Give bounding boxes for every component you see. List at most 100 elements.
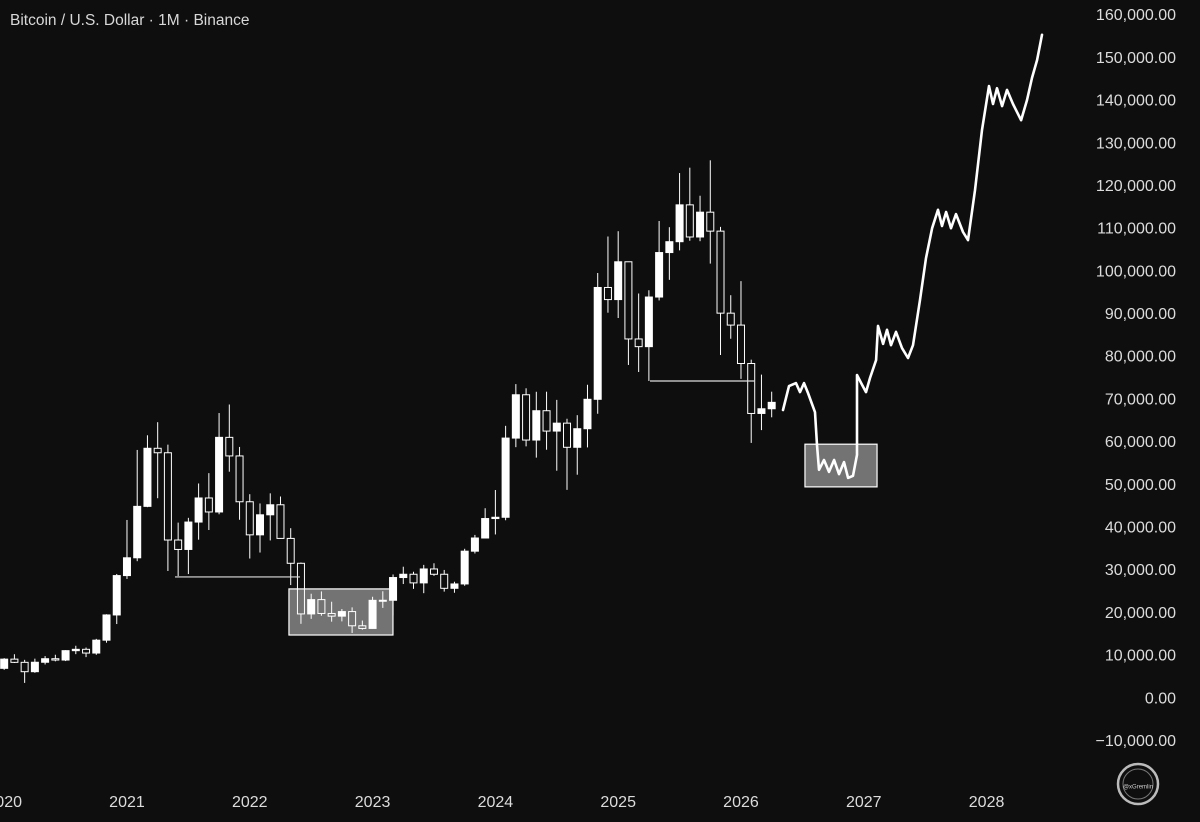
x-tick-label: 2021 — [109, 794, 145, 811]
candle-body — [348, 611, 357, 627]
x-tick-label: 2022 — [232, 794, 268, 811]
candle-body — [563, 422, 572, 448]
candle-body — [20, 661, 29, 673]
candle-body — [450, 583, 459, 589]
candle-body — [92, 639, 101, 654]
candle-body — [163, 452, 172, 541]
candle-body — [573, 428, 582, 448]
candle-body — [82, 648, 91, 654]
candle-body — [522, 394, 531, 441]
candle-body — [30, 661, 39, 673]
y-tick-label: 40,000.00 — [1105, 520, 1176, 537]
candle-body — [552, 422, 561, 432]
candle-body — [61, 650, 70, 661]
candle-body — [429, 568, 438, 575]
y-tick-label: 80,000.00 — [1105, 349, 1176, 366]
candle-body — [256, 514, 265, 536]
candle-body — [624, 261, 633, 340]
candle-body — [0, 658, 9, 669]
candle-body — [102, 614, 111, 641]
candle-body — [634, 338, 643, 348]
candle-body — [215, 436, 224, 513]
candle-body — [122, 557, 131, 577]
y-tick-label: −10,000.00 — [1095, 733, 1176, 750]
candle-body — [307, 599, 316, 615]
candle-body — [174, 539, 183, 550]
candle-body — [112, 575, 121, 616]
candle-body — [133, 505, 142, 559]
y-tick-label: 140,000.00 — [1096, 93, 1176, 110]
y-tick-label: 0.00 — [1145, 690, 1176, 707]
candle-body — [696, 211, 705, 238]
candle-body — [491, 516, 500, 520]
candle-body — [245, 501, 254, 536]
candle-body — [440, 573, 449, 589]
candle-body — [399, 573, 408, 579]
candle-body — [225, 436, 234, 457]
y-tick-label: 60,000.00 — [1105, 434, 1176, 451]
candle-body — [470, 537, 479, 552]
candle-body — [583, 398, 592, 430]
candle-body — [726, 312, 735, 326]
y-tick-label: 120,000.00 — [1096, 178, 1176, 195]
candle-body — [337, 611, 346, 617]
y-tick-label: 160,000.00 — [1096, 7, 1176, 24]
y-tick-label: 100,000.00 — [1096, 263, 1176, 280]
candle-body — [614, 261, 623, 301]
candle-body — [153, 447, 162, 454]
candle-body — [419, 568, 428, 584]
logo-ring — [1116, 762, 1160, 806]
zone-box — [288, 588, 394, 636]
y-tick-label: 10,000.00 — [1105, 648, 1176, 665]
candle-body — [655, 252, 664, 298]
candle-body — [675, 204, 684, 243]
candle-body — [71, 648, 80, 652]
x-tick-label: 2026 — [723, 794, 759, 811]
candle-body — [409, 573, 418, 584]
x-tick-label: 2024 — [478, 794, 514, 811]
candle-body — [685, 204, 694, 238]
y-tick-label: 50,000.00 — [1105, 477, 1176, 494]
candle-body — [460, 550, 469, 585]
candle-body — [286, 537, 295, 564]
x-tick-label: 2025 — [600, 794, 636, 811]
candle-body — [665, 241, 674, 254]
x-tick-label: 2027 — [846, 794, 882, 811]
candle-body — [235, 455, 244, 503]
watermark-logo: @xGremlin — [1116, 762, 1160, 806]
candle-body — [747, 363, 756, 414]
candle-body — [51, 658, 60, 661]
candle-body — [736, 324, 745, 365]
candle-body — [644, 296, 653, 348]
x-tick-label: 2028 — [969, 794, 1005, 811]
plot-area — [0, 33, 1044, 683]
logo-inner-ring — [1122, 768, 1154, 800]
chart-title: Bitcoin / U.S. Dollar · 1M · Binance — [10, 12, 249, 29]
candle-body — [194, 497, 203, 523]
candle-body — [511, 394, 520, 439]
candle-body — [358, 625, 367, 629]
candle-body — [501, 437, 510, 518]
candle-body — [317, 599, 326, 614]
y-tick-label: 70,000.00 — [1105, 391, 1176, 408]
candle-body — [41, 658, 50, 663]
projection-line — [781, 33, 1044, 480]
zone-box — [804, 443, 878, 488]
watermark: @xGremlin — [1123, 785, 1153, 791]
candle-body — [10, 658, 19, 663]
y-tick-label: 20,000.00 — [1105, 605, 1176, 622]
candle-body — [532, 410, 541, 441]
candle-body — [204, 497, 213, 513]
candle-body — [368, 599, 377, 629]
candle-body — [706, 211, 715, 232]
candle-body — [593, 286, 602, 400]
candle-body — [603, 286, 612, 301]
y-tick-label: 130,000.00 — [1096, 135, 1176, 152]
y-tick-label: 150,000.00 — [1096, 50, 1176, 67]
candle-body — [143, 447, 152, 507]
candle-body — [327, 612, 336, 617]
